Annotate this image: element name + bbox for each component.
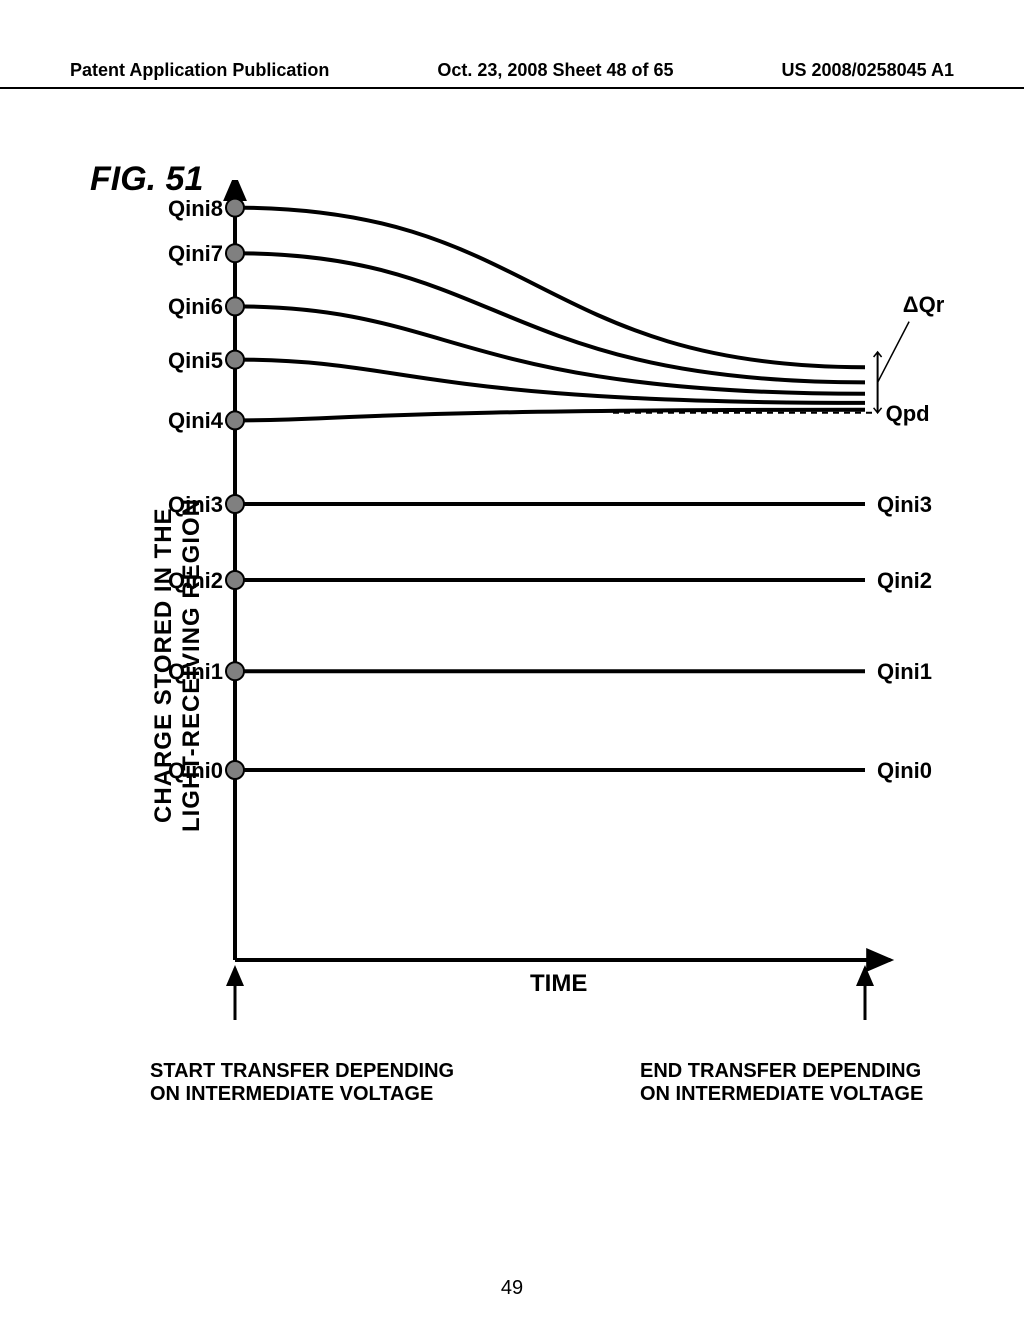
y-tick-label: Qini5 [153,348,223,374]
header-right: US 2008/0258045 A1 [782,60,954,81]
x-axis-title: TIME [530,970,587,998]
delta-qr-label: ΔQr [903,292,945,318]
end-transfer-label: END TRANSFER DEPENDING ON INTERMEDIATE V… [640,1060,923,1106]
page-root: Patent Application Publication Oct. 23, … [0,0,1024,1320]
chart-svg [120,180,920,1150]
y-tick-label: Qini4 [153,408,223,434]
page-number: 49 [501,1277,523,1300]
y-tick-label: Qini0 [153,758,223,784]
y-tick-label: Qini8 [153,196,223,222]
y-tick-label: Qini7 [153,241,223,267]
series-end-label: Qini3 [877,492,932,518]
series-end-label: Qini0 [877,758,932,784]
qpd-label: Qpd [886,401,930,427]
header-left: Patent Application Publication [70,60,329,81]
page-header: Patent Application Publication Oct. 23, … [0,60,1024,89]
chart-container: CHARGE STORED IN THE LIGHT-RECEIVING REG… [120,180,920,1150]
y-tick-label: Qini6 [153,294,223,320]
y-tick-label: Qini2 [153,568,223,594]
series-end-label: Qini2 [877,568,932,594]
y-tick-label: Qini1 [153,659,223,685]
y-tick-label: Qini3 [153,492,223,518]
start-transfer-label: START TRANSFER DEPENDING ON INTERMEDIATE… [150,1060,454,1106]
header-center: Oct. 23, 2008 Sheet 48 of 65 [437,60,673,81]
series-end-label: Qini1 [877,659,932,685]
